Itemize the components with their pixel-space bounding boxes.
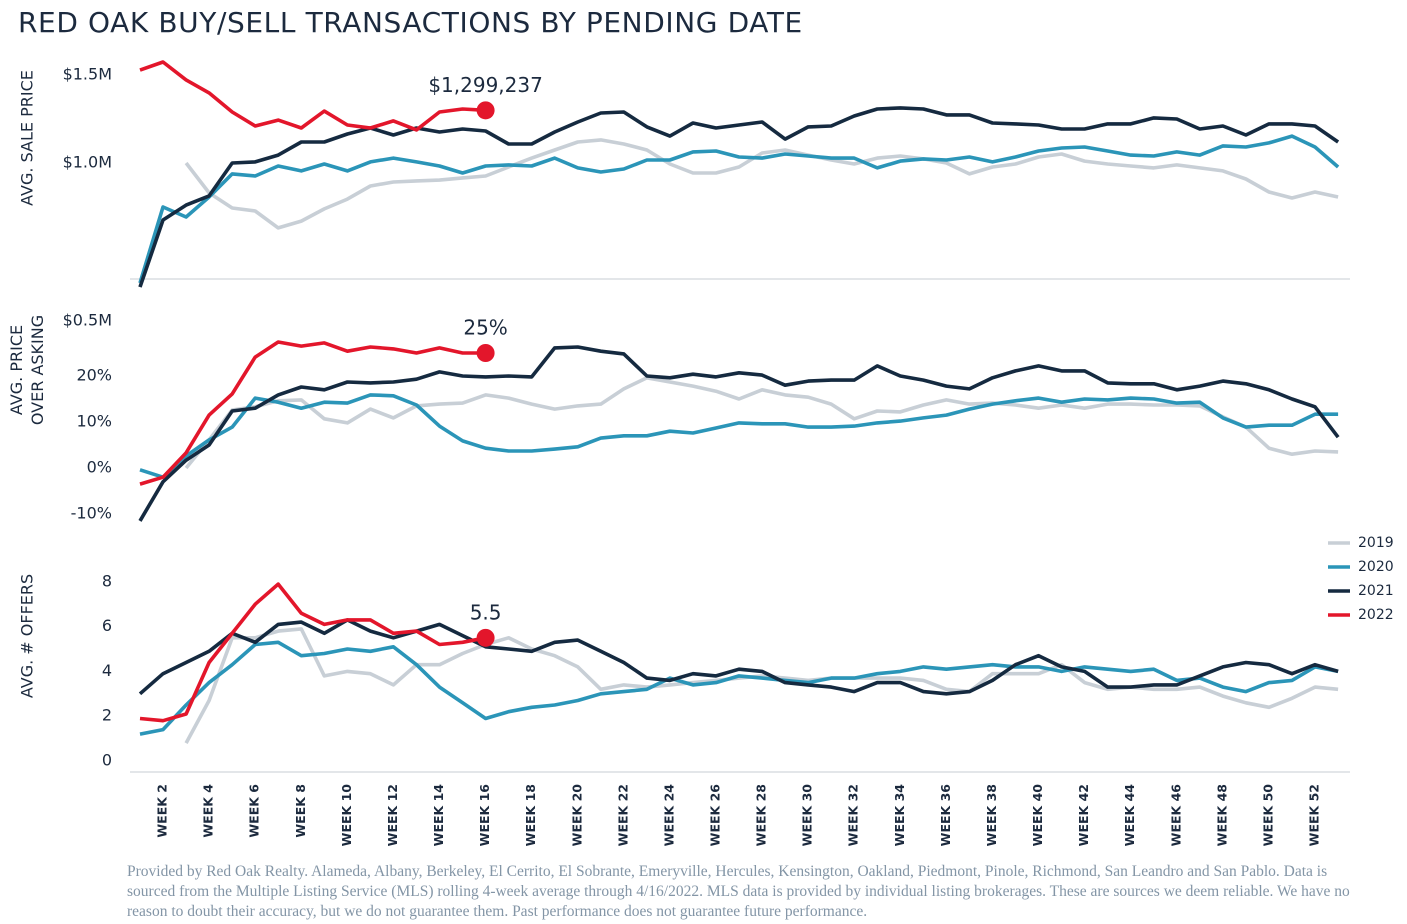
x-tick-label: WEEK 32	[846, 784, 861, 846]
series-line	[139, 640, 1339, 736]
x-tick-label: WEEK 46	[1168, 784, 1183, 847]
series-line	[138, 106, 1340, 288]
x-tick-label: WEEK 22	[615, 784, 630, 846]
end-marker	[476, 628, 495, 647]
x-tick-label: WEEK 48	[1214, 784, 1229, 846]
y-axis-label: AVG. SALE PRICE	[18, 70, 37, 206]
legend-label: 2019	[1358, 535, 1394, 551]
y-axis-label: AVG. PRICE	[7, 325, 26, 415]
x-tick-label: WEEK 8	[293, 784, 308, 838]
chart-title: RED OAK BUY/SELL TRANSACTIONS BY PENDING…	[18, 6, 803, 39]
series-line	[139, 340, 486, 486]
x-tick-label: WEEK 24	[661, 784, 676, 847]
y-tick-label: 6	[102, 616, 112, 635]
legend-label: 2021	[1358, 583, 1394, 599]
chart: RED OAK BUY/SELL TRANSACTIONS BY PENDING…	[7, 6, 1394, 847]
x-tick-label: WEEK 52	[1307, 784, 1322, 846]
y-axis-label: OVER ASKING	[28, 315, 47, 425]
x-tick-label: WEEK 42	[1076, 784, 1091, 846]
data-label: $1,299,237	[428, 73, 543, 97]
y-tick-label: -10%	[71, 504, 112, 523]
series-line	[139, 60, 486, 132]
end-marker	[476, 101, 495, 120]
x-tick-label: WEEK 10	[339, 784, 354, 847]
series-line	[138, 618, 1339, 696]
x-tick-label: WEEK 38	[984, 784, 999, 846]
y-tick-label: 2	[102, 706, 112, 725]
x-tick-label: WEEK 50	[1260, 784, 1275, 847]
x-tick-label: WEEK 2	[155, 784, 170, 838]
y-tick-label: 8	[102, 571, 112, 590]
series-line	[139, 393, 1339, 479]
y-tick-label: 0%	[87, 458, 112, 477]
x-tick-label: WEEK 20	[569, 784, 584, 847]
y-tick-label: $0.5M	[63, 310, 112, 329]
x-tick-label: WEEK 44	[1122, 784, 1137, 847]
legend-label: 2022	[1358, 607, 1394, 623]
y-tick-label: 20%	[76, 366, 112, 385]
x-tick-label: WEEK 30	[800, 784, 815, 847]
x-tick-label: WEEK 6	[247, 784, 262, 838]
end-marker	[476, 344, 495, 362]
y-tick-label: 4	[102, 661, 112, 680]
x-tick-label: WEEK 28	[754, 784, 769, 846]
series-line	[184, 138, 1339, 230]
series-line	[138, 134, 1340, 284]
x-tick-label: WEEK 26	[708, 784, 723, 847]
footnote: Provided by Red Oak Realty. Alameda, Alb…	[127, 863, 1350, 920]
series-line	[184, 627, 1339, 744]
data-label: 5.5	[470, 600, 502, 624]
x-tick-label: WEEK 12	[385, 784, 400, 846]
y-tick-label: $1.5M	[63, 64, 112, 83]
x-tick-label: WEEK 14	[431, 784, 446, 847]
data-label: 25%	[463, 316, 507, 340]
y-tick-label: $1.0M	[63, 152, 112, 171]
series-line	[184, 376, 1339, 470]
y-axis-label: AVG. # OFFERS	[18, 574, 37, 698]
y-tick-label: 10%	[76, 412, 112, 431]
x-tick-label: WEEK 4	[201, 784, 216, 838]
series-line	[138, 345, 1340, 522]
x-tick-label: WEEK 34	[892, 784, 907, 847]
x-tick-label: WEEK 36	[938, 784, 953, 847]
legend-label: 2020	[1358, 559, 1394, 575]
y-tick-label: 0	[102, 751, 112, 770]
x-tick-label: WEEK 18	[523, 784, 538, 846]
series-line	[139, 582, 486, 723]
x-tick-label: WEEK 16	[477, 784, 492, 847]
x-tick-label: WEEK 40	[1030, 784, 1045, 847]
